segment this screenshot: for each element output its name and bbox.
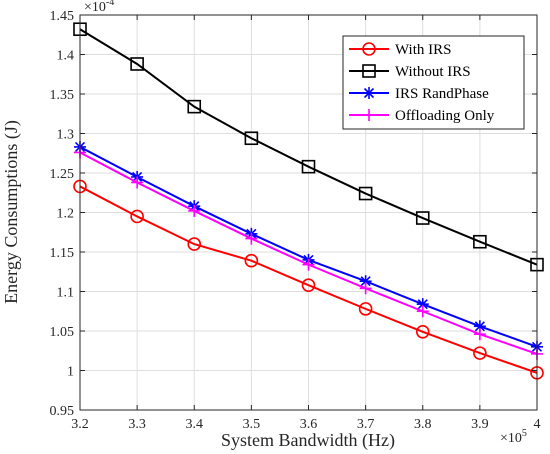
- x-multiplier: ×105: [500, 428, 527, 446]
- data-point-irs-randphase: [416, 298, 429, 311]
- data-point-without-irs: [358, 186, 373, 201]
- square-marker-shape: [362, 64, 376, 78]
- legend-marker-irs-randphase: [363, 87, 375, 99]
- circle-marker-shape: [415, 324, 430, 339]
- circle-marker-shape: [362, 42, 376, 56]
- data-point-offloading-only: [188, 204, 201, 217]
- x-multiplier-base: ×10: [500, 431, 522, 446]
- y-tick-label: 0.95: [50, 404, 75, 419]
- data-point-with-irs: [358, 302, 373, 316]
- square-marker-shape: [358, 186, 373, 201]
- series-line-without-irs: [79, 28, 538, 266]
- data-point-with-irs: [415, 324, 430, 339]
- asterisk-stroke: [417, 299, 428, 310]
- x-tick-label: 4: [534, 417, 541, 432]
- data-point-with-irs: [473, 346, 487, 360]
- y-tick-label: 1.15: [50, 246, 75, 261]
- asterisk-stroke: [474, 321, 485, 332]
- y-multiplier-base: ×10: [84, 0, 106, 15]
- y-tick-label: 1.45: [50, 9, 75, 24]
- x-tick-label: 3.4: [186, 417, 204, 432]
- legend-marker-with-irs: [362, 42, 376, 56]
- data-point-without-irs: [130, 57, 144, 71]
- x-tick-label: 3.3: [128, 417, 146, 432]
- y-tick-label: 1.4: [57, 49, 75, 64]
- circle-marker-shape: [473, 346, 487, 360]
- legend-box: [342, 35, 525, 130]
- x-tick-label: 3.5: [243, 417, 261, 432]
- y-multiplier-exponent: -4: [106, 0, 114, 8]
- data-point-without-irs: [415, 211, 430, 225]
- circle-marker-shape: [130, 209, 144, 224]
- legend-marker-offloading-only: [363, 109, 375, 121]
- legend-label-irs-randphase: IRS RandPhase: [395, 86, 489, 102]
- circle-marker-shape: [244, 253, 259, 268]
- legend-entry-with-irs: With IRS: [349, 42, 451, 58]
- series-layer: [73, 22, 544, 380]
- y-tick-label: 1.3: [57, 128, 75, 143]
- x-tick-label: 3.7: [357, 417, 375, 432]
- series-line-with-irs: [79, 185, 538, 374]
- legend: With IRS Without IRS IRS RandPhase Offloadi…: [342, 35, 525, 130]
- y-tick-label: 1.2: [57, 207, 75, 222]
- asterisk-stroke: [363, 87, 375, 99]
- y-tick-label: 1.35: [50, 88, 75, 103]
- x-tick-label: 3.6: [300, 417, 318, 432]
- data-point-offloading-only: [245, 232, 258, 245]
- square-marker-shape: [301, 159, 316, 174]
- y-tick-label: 1.25: [50, 167, 75, 182]
- circle-marker-shape: [187, 237, 202, 251]
- data-point-without-irs: [187, 99, 202, 114]
- data-point-offloading-only: [359, 282, 372, 295]
- asterisk-stroke: [360, 276, 371, 287]
- data-point-with-irs: [187, 237, 202, 251]
- y-tick-label: 1.1: [57, 286, 75, 301]
- circle-marker-shape: [301, 278, 316, 292]
- legend-label-offloading-only: Offloading Only: [395, 108, 495, 124]
- data-point-offloading-only: [302, 258, 315, 271]
- square-marker-shape: [473, 234, 487, 249]
- data-point-with-irs: [130, 209, 144, 224]
- tick-layer: 3.2 3.3 3.4 3.5 3.6 3.7 3.8 3.9 4 0.95 1 1.05 1.1 1.1…: [50, 9, 541, 432]
- data-point-offloading-only: [473, 328, 486, 341]
- data-point-offloading-only: [416, 305, 429, 318]
- y-tick-label: 1: [67, 365, 74, 380]
- legend-marker-without-irs: [362, 64, 376, 78]
- data-point-without-irs: [473, 234, 487, 249]
- square-marker-shape: [130, 57, 144, 71]
- legend-entry-offloading-only: Offloading Only: [349, 108, 495, 124]
- data-point-with-irs: [301, 278, 316, 292]
- data-point-without-irs: [244, 131, 259, 146]
- x-tick-label: 3.9: [471, 417, 489, 432]
- data-point-offloading-only: [131, 176, 144, 189]
- data-point-with-irs: [244, 253, 259, 268]
- y-multiplier: ×10-4: [84, 0, 114, 15]
- square-marker-shape: [415, 211, 430, 225]
- circle-marker-shape: [358, 302, 373, 316]
- x-tick-label: 3.2: [71, 417, 89, 432]
- x-multiplier-exponent: 5: [522, 428, 527, 439]
- x-tick-label: 3.8: [414, 417, 432, 432]
- square-marker-shape: [244, 131, 259, 146]
- y-axis-title: Energy Consumptions (J): [1, 120, 22, 304]
- y-tick-label: 1.05: [50, 325, 75, 340]
- x-axis-title: System Bandwidth (Hz): [221, 430, 395, 451]
- legend-entry-without-irs: Without IRS: [349, 64, 471, 80]
- legend-entry-irs-randphase: IRS RandPhase: [349, 86, 489, 102]
- legend-label-with-irs: With IRS: [395, 42, 451, 58]
- square-marker-shape: [187, 99, 202, 114]
- data-point-without-irs: [301, 159, 316, 174]
- legend-label-without-irs: Without IRS: [395, 64, 471, 80]
